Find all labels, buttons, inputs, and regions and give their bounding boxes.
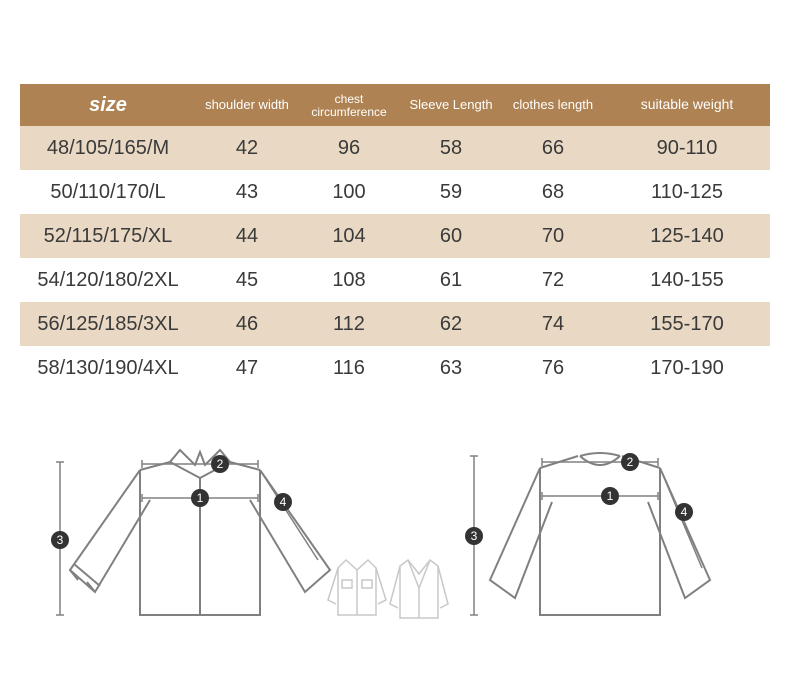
table-row: 52/115/175/XL441046070125-140 [20,214,770,258]
cell-size: 52/115/175/XL [20,225,196,248]
cell-chest: 112 [298,313,400,336]
svg-text:4: 4 [681,505,688,519]
cell-chest: 108 [298,269,400,292]
cell-shoulder: 47 [196,357,298,380]
cell-chest: 100 [298,181,400,204]
thumbnail-jacket-1 [328,560,386,615]
cell-chest: 96 [298,137,400,160]
cell-sleeve: 61 [400,269,502,292]
cell-shoulder: 45 [196,269,298,292]
svg-text:2: 2 [627,455,634,469]
col-header-clothes: clothes length [502,98,604,112]
cell-size: 56/125/185/3XL [20,313,196,336]
cell-clothes: 66 [502,137,604,160]
shirt-outline-crewneck: 1 2 3 4 [465,453,710,615]
cell-size: 48/105/165/M [20,137,196,160]
cell-clothes: 74 [502,313,604,336]
cell-weight: 125-140 [604,225,770,248]
cell-weight: 155-170 [604,313,770,336]
measurement-diagrams: 1 2 3 4 [30,430,760,660]
col-header-size: size [20,94,196,116]
col-header-chest: chest circumference [298,91,400,119]
svg-text:2: 2 [217,457,224,471]
col-header-weight: suitable weight [604,97,770,112]
table-row: 58/130/190/4XL471166376170-190 [20,346,770,390]
size-chart-page: size shoulder width chest circumference … [0,0,790,680]
table-row: 54/120/180/2XL451086172140-155 [20,258,770,302]
cell-sleeve: 58 [400,137,502,160]
cell-weight: 90-110 [604,137,770,160]
cell-sleeve: 60 [400,225,502,248]
thumbnail-jacket-2 [390,560,448,618]
cell-clothes: 76 [502,357,604,380]
cell-clothes: 70 [502,225,604,248]
svg-text:4: 4 [280,495,287,509]
table-row: 56/125/185/3XL461126274155-170 [20,302,770,346]
cell-sleeve: 63 [400,357,502,380]
cell-size: 54/120/180/2XL [20,269,196,292]
table-body: 48/105/165/M4296586690-11050/110/170/L43… [20,126,770,390]
svg-text:3: 3 [57,533,64,547]
svg-text:1: 1 [607,489,614,503]
svg-text:1: 1 [197,491,204,505]
cell-shoulder: 44 [196,225,298,248]
cell-weight: 170-190 [604,357,770,380]
col-header-sleeve: Sleeve Length [400,98,502,112]
top-spacer [0,0,790,84]
cell-size: 50/110/170/L [20,181,196,204]
cell-weight: 110-125 [604,181,770,204]
cell-shoulder: 42 [196,137,298,160]
cell-clothes: 68 [502,181,604,204]
table-row: 48/105/165/M4296586690-110 [20,126,770,170]
cell-chest: 116 [298,357,400,380]
cell-size: 58/130/190/4XL [20,357,196,380]
shirt-outline-collared: 1 2 3 4 [51,450,330,615]
cell-sleeve: 59 [400,181,502,204]
cell-weight: 140-155 [604,269,770,292]
table-header-row: size shoulder width chest circumference … [20,84,770,126]
garment-diagram-svg: 1 2 3 4 [30,430,760,660]
col-header-shoulder: shoulder width [196,98,298,112]
cell-shoulder: 43 [196,181,298,204]
cell-clothes: 72 [502,269,604,292]
table-row: 50/110/170/L431005968110-125 [20,170,770,214]
cell-shoulder: 46 [196,313,298,336]
size-table: size shoulder width chest circumference … [20,84,770,390]
cell-chest: 104 [298,225,400,248]
svg-text:3: 3 [471,529,478,543]
cell-sleeve: 62 [400,313,502,336]
